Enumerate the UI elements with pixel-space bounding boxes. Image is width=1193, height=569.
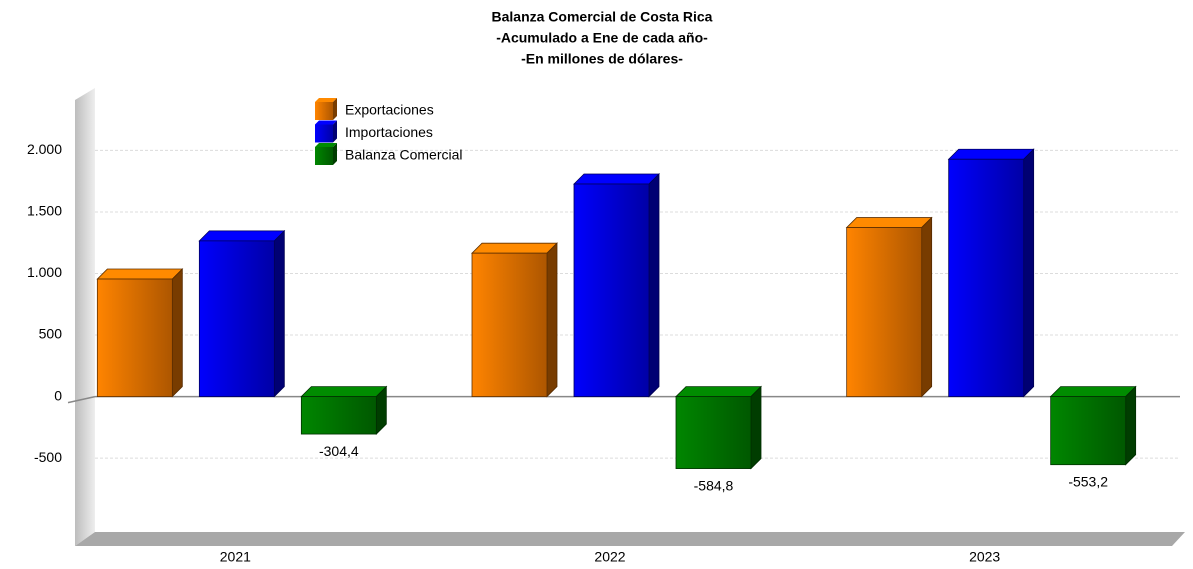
left-wall bbox=[75, 88, 95, 546]
bar-front bbox=[846, 227, 923, 397]
bar-top bbox=[300, 386, 388, 397]
bar bbox=[96, 268, 184, 398]
bar-side bbox=[171, 268, 183, 398]
y-tick-label: 500 bbox=[39, 326, 63, 342]
legend-swatch bbox=[315, 124, 333, 143]
bar bbox=[300, 385, 388, 436]
bar bbox=[845, 216, 933, 398]
bar bbox=[1049, 385, 1137, 466]
bar-side bbox=[546, 242, 558, 398]
bar-front bbox=[573, 183, 650, 397]
y-tick-label: 1.000 bbox=[27, 264, 62, 280]
y-tick-label: 0 bbox=[54, 387, 62, 403]
bar bbox=[947, 148, 1035, 398]
x-tick-label: 2022 bbox=[594, 549, 625, 565]
bar-front bbox=[471, 252, 548, 397]
bar-front bbox=[1050, 396, 1127, 466]
chart-title: Balanza Comercial de Costa Rica bbox=[492, 9, 713, 25]
bar-top bbox=[1049, 386, 1137, 397]
bar-top bbox=[198, 230, 286, 242]
bar-front bbox=[948, 158, 1025, 397]
bar-side bbox=[1023, 148, 1035, 398]
y-tick-label: -500 bbox=[34, 449, 62, 465]
legend-swatch-side bbox=[333, 98, 337, 120]
legend-swatch-side bbox=[333, 120, 337, 143]
bar-front bbox=[198, 240, 275, 397]
bar bbox=[675, 385, 762, 470]
bar-top bbox=[947, 148, 1035, 160]
bar-front bbox=[96, 278, 173, 397]
legend-swatch bbox=[315, 102, 333, 120]
bar-top bbox=[471, 242, 558, 254]
x-tick-label: 2023 bbox=[969, 549, 1000, 565]
x-tick-label: 2021 bbox=[220, 549, 251, 565]
value-label: -584,8 bbox=[694, 477, 734, 493]
y-tick-label: 2.000 bbox=[27, 141, 62, 157]
bar-side bbox=[750, 385, 762, 470]
chart-subtitle: -Acumulado a Ene de cada año- bbox=[496, 30, 708, 46]
bar-side bbox=[273, 229, 285, 398]
floor bbox=[75, 532, 1185, 546]
bar bbox=[471, 242, 558, 398]
legend-label: Exportaciones bbox=[345, 102, 434, 118]
legend-label: Balanza Comercial bbox=[345, 147, 463, 163]
value-label: -304,4 bbox=[319, 443, 359, 459]
legend-label: Importaciones bbox=[345, 124, 433, 140]
legend-swatch-top bbox=[315, 98, 337, 102]
bar-side bbox=[921, 216, 933, 398]
bar-top bbox=[845, 217, 933, 228]
y-tick-label: 1.500 bbox=[27, 203, 62, 219]
bar-side bbox=[1125, 385, 1137, 466]
chart-subtitle: -En millones de dólares- bbox=[521, 51, 683, 67]
bar-side bbox=[648, 173, 660, 398]
legend-swatch bbox=[315, 147, 333, 165]
bar-top bbox=[675, 386, 762, 397]
legend-swatch-side bbox=[333, 143, 337, 165]
bar-front bbox=[675, 396, 752, 469]
bar bbox=[573, 173, 660, 398]
legend-swatch-top bbox=[315, 120, 337, 125]
legend-swatch-top bbox=[315, 143, 337, 147]
value-label: -553,2 bbox=[1068, 473, 1108, 489]
zero-line-wall bbox=[67, 395, 96, 404]
bar bbox=[198, 229, 286, 398]
bar-top bbox=[96, 268, 184, 280]
bar-front bbox=[300, 396, 377, 435]
bar-top bbox=[573, 173, 660, 185]
